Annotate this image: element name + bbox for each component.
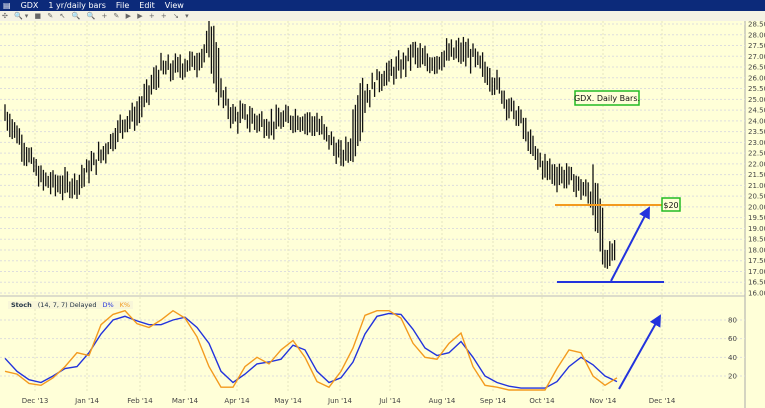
price-tick-label: 19.50 bbox=[748, 214, 765, 222]
title-box-text: GDX. Daily Bars. bbox=[574, 94, 640, 103]
date-tick-label: Jan '14 bbox=[74, 397, 99, 405]
date-tick-label: Oct '14 bbox=[529, 397, 555, 405]
stoch-label[interactable]: Stoch bbox=[11, 301, 32, 309]
price-tick-label: 25.50 bbox=[748, 85, 765, 93]
price-tick-label: 20.00 bbox=[748, 203, 765, 211]
date-tick-label: Aug '14 bbox=[429, 397, 456, 405]
price-tick-label: 23.50 bbox=[748, 128, 765, 136]
stoch-arrow bbox=[618, 314, 661, 390]
legend-k[interactable]: K% bbox=[119, 301, 131, 309]
resistance-label-box bbox=[661, 197, 681, 212]
legend-d[interactable]: D% bbox=[102, 301, 114, 309]
period-dropdown[interactable]: 1 yr/daily bars bbox=[48, 1, 106, 10]
price-tick-label: 22.00 bbox=[748, 160, 765, 168]
chart: 28.50 28.00 27.50 27.00 26.50 26.00 25.50 25.00… bbox=[0, 21, 765, 408]
stoch-line-k bbox=[4, 309, 618, 391]
title-bar: ▤ GDX 1 yr/daily bars File Edit View bbox=[0, 0, 765, 11]
price-tick-label: 16.00 bbox=[748, 290, 765, 298]
date-tick-label: Mar '14 bbox=[172, 397, 199, 405]
date-tick-label: Nov '14 bbox=[590, 397, 617, 405]
price-tick-label: 28.00 bbox=[748, 31, 765, 39]
price-tick-label: 26.50 bbox=[748, 64, 765, 72]
date-tick-label: Sep '14 bbox=[480, 397, 507, 405]
price-tick-label: 17.00 bbox=[748, 268, 765, 276]
stoch-tick-label: 40 bbox=[728, 354, 737, 362]
date-tick-label: May '14 bbox=[274, 397, 302, 405]
stoch-params: (14, 7, 7) Delayed bbox=[37, 301, 97, 309]
price-tick-label: 23.00 bbox=[748, 139, 765, 147]
price-tick-label: 21.50 bbox=[748, 171, 765, 179]
symbol-dropdown[interactable]: GDX bbox=[20, 1, 39, 10]
stoch-tick-label: 60 bbox=[728, 335, 737, 343]
stoch-line-d bbox=[4, 312, 618, 389]
date-tick-label: Feb '14 bbox=[127, 397, 153, 405]
menu-file[interactable]: File bbox=[115, 1, 130, 10]
price-tick-label: 19.00 bbox=[748, 225, 765, 233]
price-tick-label: 16.50 bbox=[748, 279, 765, 287]
price-tick-label: 24.50 bbox=[748, 107, 765, 115]
date-tick-label: Jul '14 bbox=[378, 397, 401, 405]
menu-view[interactable]: View bbox=[164, 1, 184, 10]
stoch-legend: Stoch (14, 7, 7) Delayed D% K% bbox=[8, 301, 134, 309]
price-tick-label: 21.00 bbox=[748, 182, 765, 190]
menu-icon[interactable]: ▤ bbox=[3, 1, 11, 10]
price-tick-label: 24.00 bbox=[748, 117, 765, 125]
price-tick-label: 17.50 bbox=[748, 257, 765, 265]
price-tick-label: 25.00 bbox=[748, 96, 765, 104]
title-box bbox=[574, 90, 640, 106]
price-tick-label: 28.50 bbox=[748, 21, 765, 29]
price-tick-label: 20.50 bbox=[748, 193, 765, 201]
price-tick-label: 18.00 bbox=[748, 246, 765, 254]
price-tick-label: 22.50 bbox=[748, 150, 765, 158]
price-tick-label: 26.00 bbox=[748, 74, 765, 82]
stoch-tick-label: 80 bbox=[728, 317, 737, 325]
stoch-tick-label: 20 bbox=[728, 372, 737, 380]
date-tick-label: Dec '13 bbox=[22, 397, 49, 405]
price-tick-label: 27.00 bbox=[748, 53, 765, 61]
toolbar[interactable]: ✣ 🔍▾ ■ ✎ ↖ 🔍 🔍 + ✎ ▶ ▶ + + ↘ ▾ bbox=[0, 11, 765, 21]
price-arrow bbox=[610, 206, 650, 282]
date-tick-label: Jun '14 bbox=[327, 397, 353, 405]
chart-background bbox=[0, 21, 765, 408]
price-tick-label: 18.50 bbox=[748, 236, 765, 244]
price-tick-label: 27.50 bbox=[748, 42, 765, 50]
date-tick-label: Dec '14 bbox=[649, 397, 676, 405]
menu-edit[interactable]: Edit bbox=[139, 1, 155, 10]
date-tick-label: Apr '14 bbox=[224, 397, 250, 405]
resistance-label: $20 bbox=[663, 201, 678, 210]
